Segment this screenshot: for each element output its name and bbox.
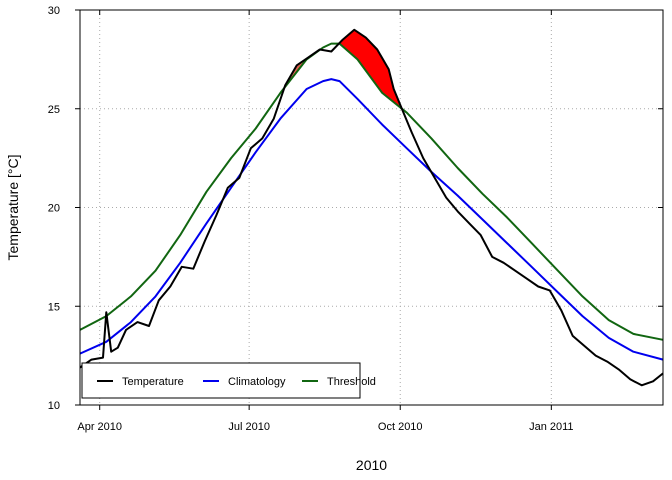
legend-label-climatology: Climatology (228, 376, 286, 388)
y-tick-label: 15 (48, 301, 60, 313)
x-axis-title: 2010 (356, 457, 387, 473)
exceedance-fills (285, 29, 401, 108)
x-axis-ticks: Apr 2010 Jul 2010 Oct 2010 Jan 2011 (77, 10, 574, 433)
series-line-temperature (79, 28, 664, 387)
y-axis-ticks: 10 15 20 25 30 (48, 5, 663, 412)
legend-label-threshold: Threshold (327, 376, 376, 388)
legend: Temperature Climatology Threshold (81, 362, 376, 399)
y-axis-title: Temperature [°C] (5, 155, 21, 261)
y-tick-label: 30 (48, 5, 60, 17)
x-tick-label: Jul 2010 (228, 421, 270, 433)
y-tick-label: 20 (48, 203, 60, 215)
x-tick-label: Jan 2011 (529, 421, 573, 433)
exceedance-area (339, 29, 401, 108)
x-tick-label: Oct 2010 (378, 421, 423, 433)
legend-label-temperature: Temperature (122, 376, 184, 388)
series-line-climatology (79, 78, 664, 361)
x-tick-label: Apr 2010 (77, 421, 122, 433)
y-tick-label: 10 (48, 400, 60, 412)
series-line-threshold (79, 42, 664, 341)
series-lines (79, 28, 664, 387)
y-tick-label: 25 (48, 104, 60, 116)
